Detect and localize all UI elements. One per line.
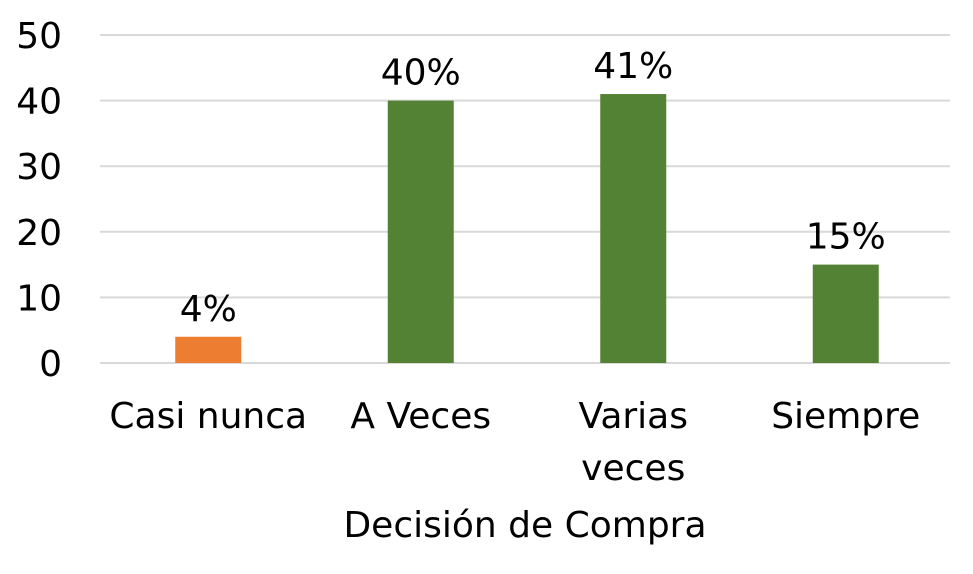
- bar-casi-nunca: [175, 336, 242, 363]
- y-tick-label: 0: [39, 344, 62, 385]
- category-label: veces: [581, 448, 685, 489]
- y-tick-label: 20: [16, 213, 62, 254]
- y-tick-label: 30: [16, 147, 62, 188]
- category-label: A Veces: [350, 396, 491, 437]
- data-label: 41%: [593, 46, 673, 87]
- x-axis-title: Decisión de Compra: [343, 505, 706, 546]
- y-tick-label: 40: [16, 82, 62, 123]
- category-label: Varias: [578, 396, 688, 437]
- y-tick-label: 10: [16, 278, 62, 319]
- data-labels: 4% 40% 41% 15%: [180, 46, 886, 330]
- data-label: 4%: [180, 289, 237, 330]
- y-axis-ticks: 0 10 20 30 40 50: [16, 16, 62, 385]
- category-label: Siempre: [771, 396, 920, 437]
- gridlines: [100, 34, 950, 364]
- bar-a-veces: [387, 100, 454, 363]
- y-tick-label: 50: [16, 16, 62, 57]
- bar-siempre: [812, 264, 879, 363]
- category-label: Casi nunca: [109, 396, 307, 437]
- category-labels: Casi nunca A Veces Varias veces Siempre: [109, 396, 920, 489]
- data-label: 15%: [806, 217, 886, 258]
- data-label: 40%: [381, 53, 461, 94]
- bars: [175, 94, 879, 363]
- bar-varias-veces: [600, 94, 667, 363]
